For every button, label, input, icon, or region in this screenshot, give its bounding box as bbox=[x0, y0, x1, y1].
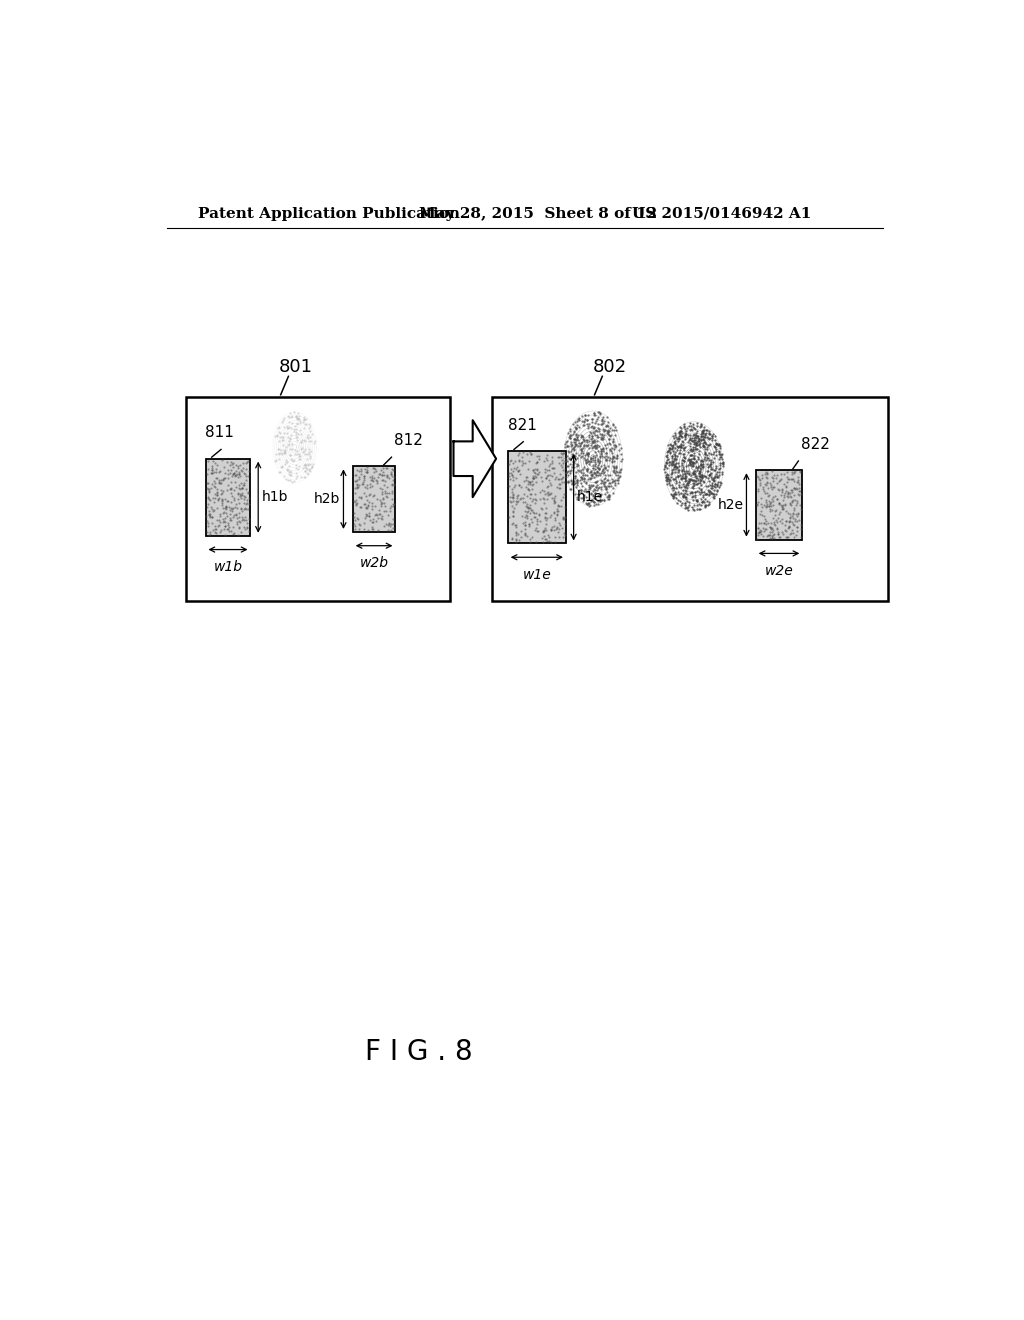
Text: Patent Application Publication: Patent Application Publication bbox=[198, 207, 460, 220]
Text: US 2015/0146942 A1: US 2015/0146942 A1 bbox=[632, 207, 811, 220]
Bar bbox=[186, 397, 450, 601]
Polygon shape bbox=[454, 420, 496, 498]
Text: 811: 811 bbox=[206, 425, 234, 441]
Bar bbox=[352, 466, 395, 532]
Text: May 28, 2015  Sheet 8 of 12: May 28, 2015 Sheet 8 of 12 bbox=[419, 207, 656, 220]
Text: w2b: w2b bbox=[359, 557, 388, 570]
Bar bbox=[508, 451, 566, 544]
Text: h1b: h1b bbox=[261, 490, 288, 504]
Text: 801: 801 bbox=[280, 358, 313, 376]
Text: w1b: w1b bbox=[213, 560, 243, 574]
Text: h2e: h2e bbox=[718, 498, 743, 512]
Bar bbox=[756, 470, 802, 540]
Text: w2e: w2e bbox=[765, 564, 794, 578]
Text: 821: 821 bbox=[508, 417, 537, 433]
Bar bbox=[206, 459, 251, 536]
Text: h2b: h2b bbox=[314, 492, 340, 506]
Text: 802: 802 bbox=[593, 358, 627, 376]
Text: 822: 822 bbox=[801, 437, 829, 451]
Bar bbox=[493, 397, 888, 601]
Text: h1e: h1e bbox=[577, 490, 603, 504]
Text: F I G . 8: F I G . 8 bbox=[365, 1038, 472, 1065]
Text: w1e: w1e bbox=[522, 568, 551, 582]
Text: 812: 812 bbox=[394, 433, 423, 447]
